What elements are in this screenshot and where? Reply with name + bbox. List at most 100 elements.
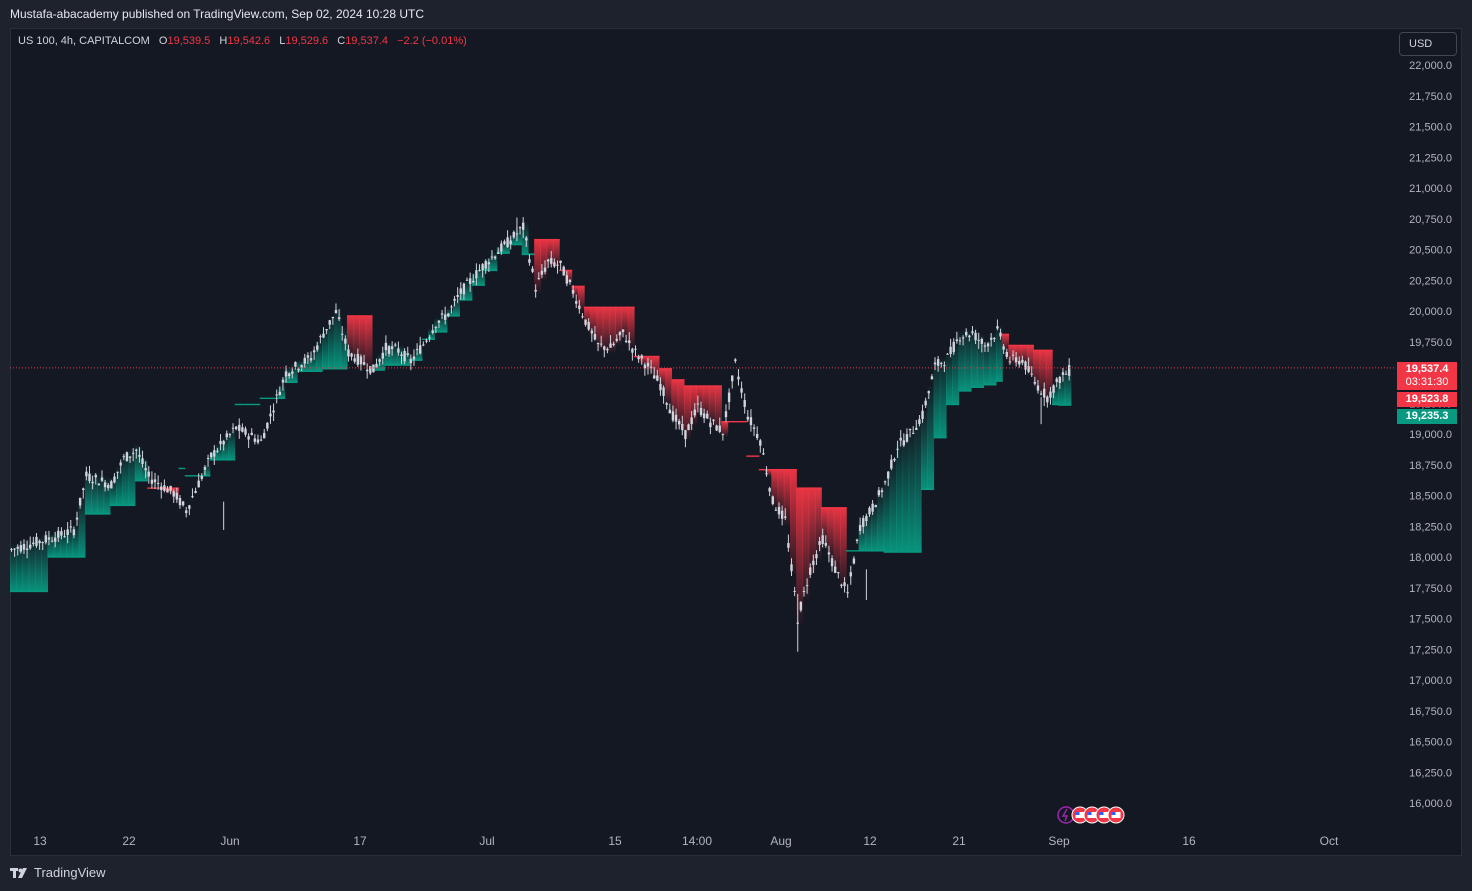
flag-stripe bbox=[1087, 812, 1097, 818]
candle-body bbox=[69, 526, 72, 528]
high-value: 19,542.6 bbox=[227, 35, 271, 47]
candle-body bbox=[890, 459, 893, 469]
candle-body bbox=[113, 476, 116, 483]
bear-band-segment bbox=[808, 488, 816, 575]
candle-body bbox=[503, 241, 506, 244]
candle-body bbox=[531, 268, 534, 272]
bear-band-segment bbox=[821, 507, 829, 544]
candle-body bbox=[287, 373, 291, 377]
tradingview-brand[interactable]: TradingView bbox=[10, 865, 106, 880]
candle-body bbox=[737, 376, 740, 380]
candle-body bbox=[958, 340, 962, 342]
candle-body bbox=[640, 355, 643, 359]
y-tick-label: 17,000.0 bbox=[1409, 675, 1452, 687]
bear-band-segment bbox=[827, 507, 835, 559]
bear-band-segment bbox=[715, 386, 722, 432]
candle-body bbox=[316, 345, 319, 350]
last-price-value: 19,537.4 bbox=[1405, 363, 1449, 375]
chart-frame[interactable] bbox=[10, 28, 1462, 856]
candle-body bbox=[203, 467, 207, 470]
candle-body bbox=[615, 338, 618, 341]
candle-body bbox=[487, 262, 491, 265]
candle-body bbox=[603, 346, 606, 350]
candle-body bbox=[175, 492, 179, 500]
x-tick-label: Aug bbox=[770, 834, 791, 848]
bear-band-segment bbox=[346, 315, 354, 358]
flag-canton bbox=[1099, 812, 1104, 815]
candle-body bbox=[91, 481, 94, 484]
candle-body bbox=[562, 266, 565, 276]
brand-name: TradingView bbox=[34, 865, 106, 880]
flag-canton bbox=[1111, 812, 1116, 815]
candle-body bbox=[534, 289, 537, 292]
candle-body bbox=[1002, 346, 1005, 350]
candle-body bbox=[135, 449, 138, 451]
candle-body bbox=[902, 440, 906, 446]
candle-body bbox=[194, 491, 197, 494]
bull-band-segment bbox=[384, 342, 392, 366]
candle-body bbox=[908, 428, 912, 431]
candle-body bbox=[253, 438, 257, 442]
bear-band-segment bbox=[1033, 350, 1041, 388]
bear-band-segment bbox=[721, 421, 729, 437]
candle-body bbox=[206, 457, 210, 459]
bear-band-segment bbox=[552, 239, 560, 269]
symbol-name[interactable]: US 100, 4h, CAPITALCOM bbox=[18, 35, 150, 47]
candle-body bbox=[989, 337, 993, 340]
candle-body bbox=[110, 481, 113, 489]
candle-body bbox=[38, 540, 41, 544]
bear-band-segment bbox=[683, 386, 691, 439]
bear-band-segment bbox=[771, 469, 779, 507]
candle-body bbox=[443, 314, 447, 320]
bull-band-segment bbox=[334, 307, 342, 369]
candle-body bbox=[369, 366, 372, 374]
bull-band-segment bbox=[109, 479, 117, 506]
lower-band-tag: 19,235.3 bbox=[1397, 409, 1457, 424]
candle-body bbox=[696, 403, 700, 405]
flag-stripe bbox=[1111, 812, 1121, 818]
bull-band-segment bbox=[16, 542, 24, 592]
candle-body bbox=[169, 485, 172, 491]
bear-band-segment bbox=[790, 469, 797, 575]
candle-body bbox=[266, 422, 269, 429]
currency-selector[interactable]: USD bbox=[1399, 32, 1457, 56]
candle-body bbox=[1021, 359, 1024, 363]
x-tick-label: 16 bbox=[1182, 834, 1196, 848]
y-tick-label: 21,750.0 bbox=[1409, 91, 1452, 103]
candle-body bbox=[412, 356, 416, 360]
candle-body bbox=[163, 485, 166, 491]
candle-body bbox=[85, 471, 88, 477]
flag-canton bbox=[1075, 812, 1080, 815]
candle-body bbox=[581, 316, 584, 318]
candle-body bbox=[871, 503, 874, 512]
x-tick-label: Sep bbox=[1048, 834, 1070, 848]
candle-body bbox=[197, 480, 200, 488]
flag-canton bbox=[1087, 812, 1092, 815]
candle-body bbox=[815, 554, 818, 559]
candle-body bbox=[1005, 351, 1008, 357]
candle-body bbox=[743, 400, 746, 407]
bear-band-segment bbox=[565, 270, 573, 284]
bear-band-segment bbox=[1020, 345, 1028, 366]
candle-body bbox=[481, 264, 484, 271]
bear-band-segment bbox=[839, 507, 847, 587]
candle-body bbox=[1049, 391, 1052, 398]
bull-band-segment bbox=[509, 234, 517, 245]
bear-band-segment bbox=[690, 386, 697, 426]
candle-body bbox=[375, 363, 378, 368]
bear-band-segment bbox=[1014, 345, 1022, 366]
candle-body bbox=[462, 283, 466, 295]
candle-body bbox=[587, 321, 590, 330]
candle-body bbox=[394, 344, 397, 346]
bull-band-segment bbox=[128, 449, 136, 506]
candle-body bbox=[793, 590, 796, 592]
candle-body bbox=[983, 345, 987, 347]
candle-body bbox=[553, 262, 556, 267]
candle-body bbox=[974, 332, 977, 341]
candle-body bbox=[668, 409, 672, 414]
candle-body bbox=[509, 240, 512, 244]
candle-body bbox=[740, 388, 743, 393]
candle-body bbox=[634, 348, 637, 350]
bull-band-segment bbox=[403, 350, 410, 366]
